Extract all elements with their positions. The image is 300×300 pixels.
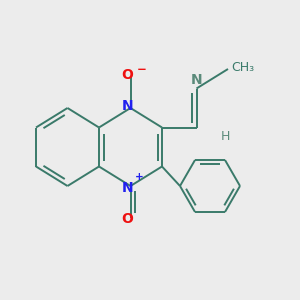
Text: H: H xyxy=(220,130,230,143)
Text: N: N xyxy=(191,73,202,87)
Text: O: O xyxy=(122,212,134,226)
Text: +: + xyxy=(135,172,144,182)
Text: N: N xyxy=(122,181,133,194)
Text: O: O xyxy=(122,68,134,82)
Text: N: N xyxy=(122,100,133,113)
Text: CH₃: CH₃ xyxy=(231,61,254,74)
Text: −: − xyxy=(137,62,147,76)
